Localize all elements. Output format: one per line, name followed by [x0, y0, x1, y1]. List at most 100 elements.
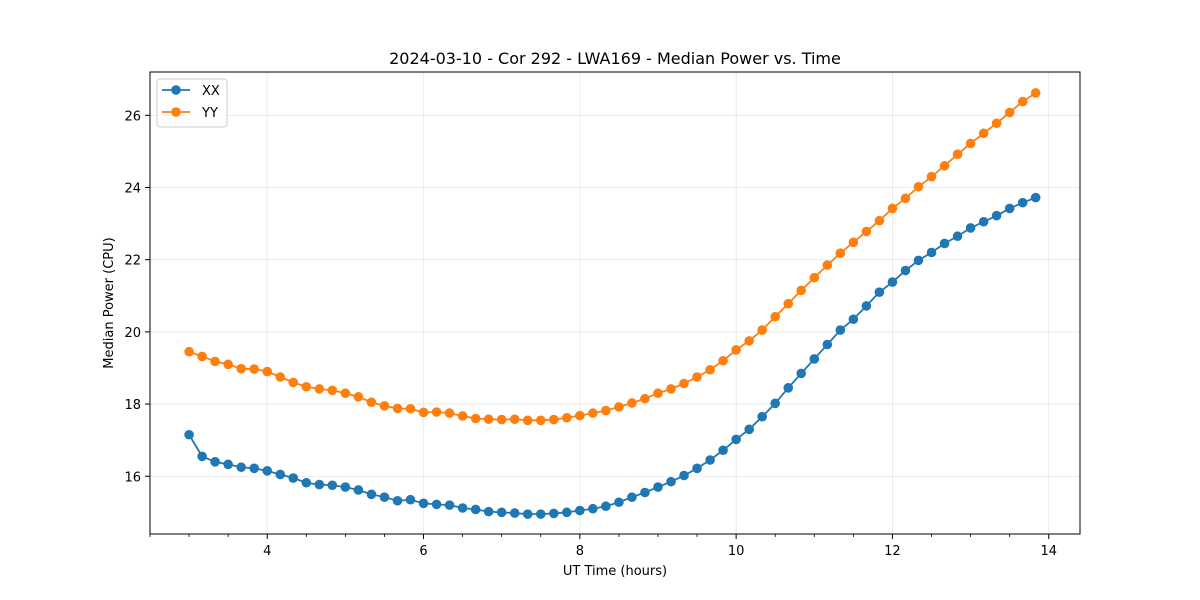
legend-yy-marker	[171, 107, 181, 117]
data-point-yy	[952, 149, 963, 160]
series-layer	[184, 88, 1041, 519]
data-point-yy	[770, 311, 781, 322]
data-point-xx	[418, 498, 429, 509]
data-point-yy	[184, 346, 194, 357]
legend-xx-marker	[171, 85, 181, 95]
data-point-yy	[744, 336, 754, 346]
data-point-xx	[848, 314, 859, 325]
x-tick-label: 14	[1040, 544, 1057, 559]
data-point-yy	[900, 193, 911, 204]
data-point-xx	[692, 463, 702, 474]
data-point-yy	[340, 388, 351, 399]
y-tick-label: 24	[124, 182, 141, 197]
data-point-yy	[991, 118, 1002, 129]
data-point-yy	[692, 372, 702, 382]
data-point-xx	[991, 210, 1002, 221]
data-point-yy	[418, 407, 429, 418]
x-tick-label: 8	[576, 544, 584, 559]
data-point-xx	[314, 479, 325, 490]
data-point-xx	[223, 459, 233, 470]
plot-frame	[149, 71, 1081, 535]
data-point-xx	[757, 411, 767, 422]
data-point-xx	[288, 473, 299, 483]
grid	[150, 72, 1080, 534]
data-point-xx	[301, 477, 312, 488]
data-point-yy	[249, 364, 259, 374]
data-point-xx	[366, 489, 377, 500]
data-point-yy	[549, 414, 559, 425]
data-point-yy	[783, 298, 794, 309]
data-point-yy	[288, 377, 299, 388]
series-yy	[184, 88, 1041, 426]
data-point-yy	[614, 402, 624, 412]
series-xx	[184, 192, 1041, 519]
data-point-xx	[965, 223, 976, 233]
data-point-yy	[809, 272, 820, 283]
data-point-xx	[549, 508, 559, 519]
data-point-xx	[978, 216, 989, 227]
data-point-xx	[705, 455, 715, 465]
data-point-xx	[1017, 197, 1028, 208]
x-axis-label: UT Time (hours)	[563, 564, 667, 579]
data-point-xx	[588, 503, 598, 514]
data-point-xx	[900, 265, 911, 276]
data-point-xx	[770, 398, 781, 409]
data-point-yy	[796, 285, 807, 296]
data-point-yy	[731, 345, 741, 355]
data-point-xx	[1004, 203, 1015, 214]
data-point-xx	[913, 255, 924, 266]
legend-yy-label: YY	[201, 106, 218, 121]
data-point-xx	[457, 503, 468, 513]
data-point-xx	[822, 339, 833, 350]
data-point-xx	[405, 494, 416, 505]
data-point-xx	[483, 506, 494, 517]
data-point-yy	[965, 138, 976, 149]
data-point-xx	[379, 492, 390, 502]
data-point-yy	[366, 397, 377, 408]
data-point-xx	[249, 463, 259, 474]
data-point-xx	[262, 466, 273, 476]
data-point-xx	[627, 492, 637, 502]
data-point-yy	[601, 405, 611, 416]
data-point-xx	[470, 504, 481, 515]
data-point-yy	[978, 128, 989, 139]
data-point-yy	[588, 408, 598, 418]
data-point-xx	[640, 487, 650, 498]
data-point-yy	[822, 260, 833, 270]
data-point-xx	[666, 476, 676, 487]
data-point-xx	[197, 451, 207, 462]
data-point-yy	[575, 410, 585, 421]
data-point-yy	[275, 372, 286, 382]
data-point-yy	[353, 392, 364, 402]
data-point-xx	[353, 485, 364, 495]
data-point-xx	[796, 368, 807, 379]
x-tick-label: 4	[263, 544, 271, 559]
data-point-xx	[874, 287, 885, 297]
data-point-xx	[614, 497, 624, 508]
data-point-yy	[327, 385, 338, 396]
data-point-xx	[522, 509, 533, 519]
data-point-yy	[314, 384, 325, 394]
x-tick-label: 6	[419, 544, 427, 559]
data-point-yy	[236, 363, 246, 374]
data-point-yy	[1017, 96, 1028, 107]
data-point-xx	[444, 500, 455, 510]
data-point-yy	[509, 414, 520, 425]
data-point-yy	[392, 403, 403, 414]
data-point-yy	[926, 171, 937, 182]
data-point-xx	[653, 482, 663, 492]
data-point-yy	[561, 412, 572, 423]
data-point-yy	[835, 248, 846, 258]
data-point-xx	[275, 469, 286, 480]
y-tick-label: 18	[124, 398, 141, 413]
x-tick-label: 12	[884, 544, 901, 559]
data-point-yy	[1004, 107, 1015, 118]
data-point-yy	[431, 407, 442, 417]
data-point-yy	[887, 203, 898, 214]
data-point-yy	[848, 237, 859, 248]
data-point-xx	[431, 499, 442, 510]
legend-xx-label: XX	[202, 84, 220, 99]
data-point-yy	[653, 388, 663, 399]
data-point-xx	[939, 238, 950, 249]
